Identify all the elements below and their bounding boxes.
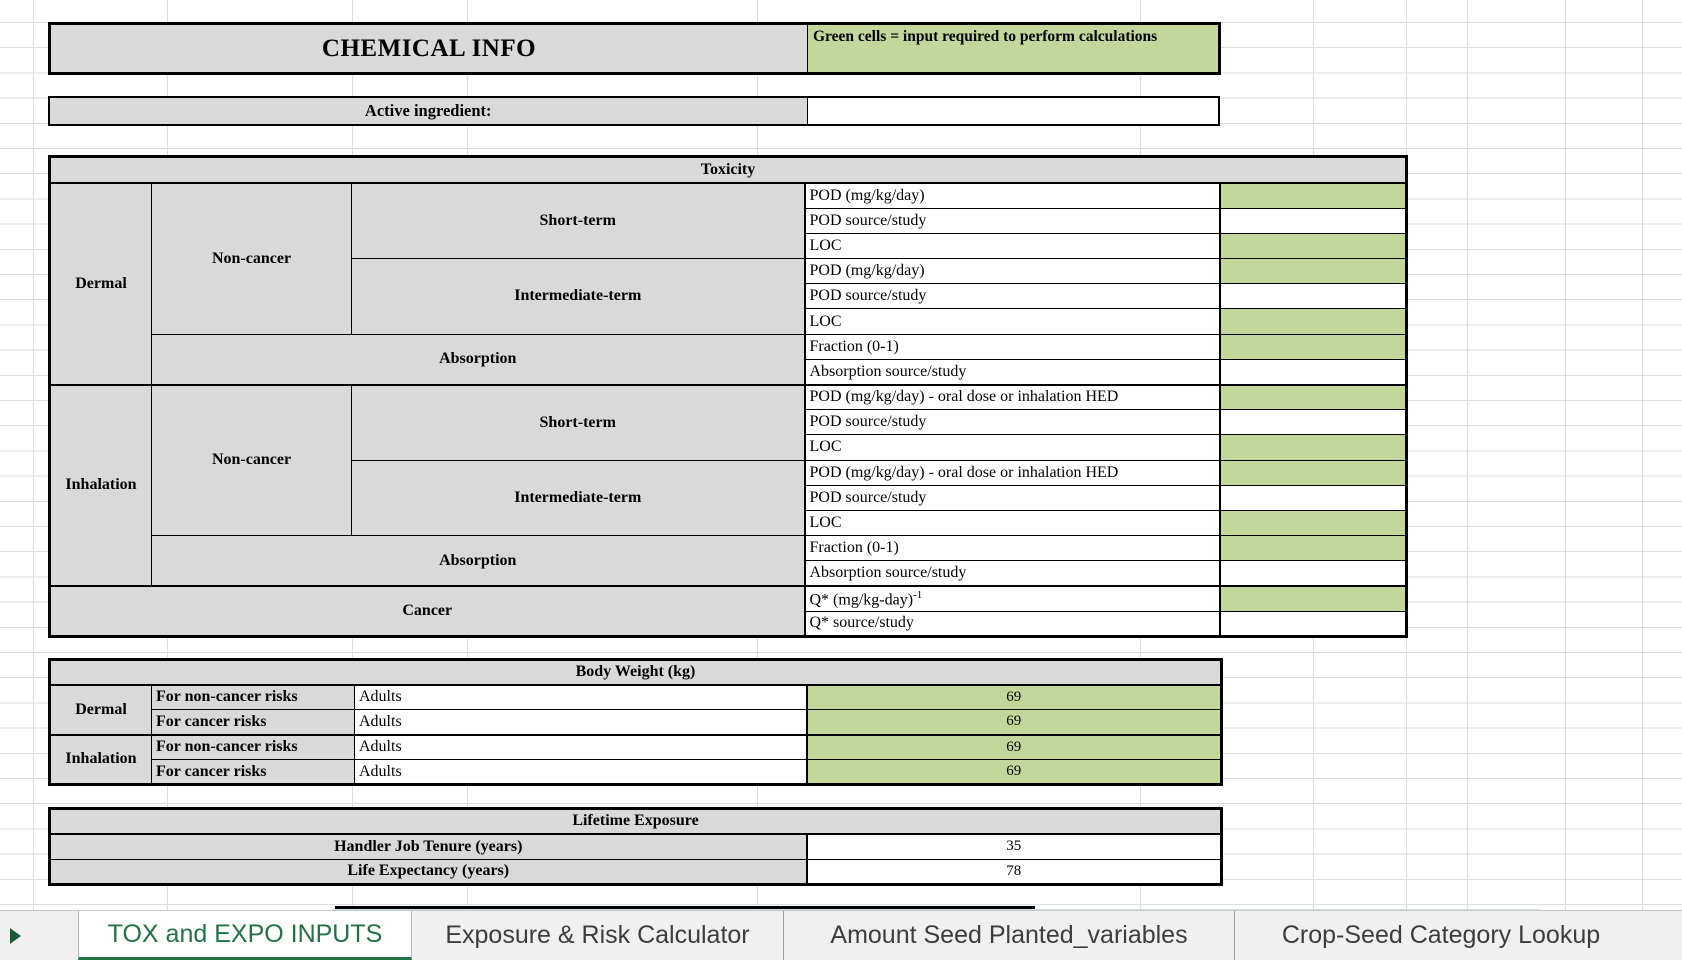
group-intermediate-term: Intermediate-term	[351, 459, 805, 537]
toxicity-table: Toxicity Dermal Non-cancer Short-term PO…	[48, 155, 1408, 638]
group-dermal: Dermal	[49, 182, 152, 385]
lifetime-input-cell[interactable]: 78	[805, 858, 1222, 885]
toxicity-row-label: LOC	[803, 434, 1220, 461]
toxicity-row-label: POD (mg/kg/day) - oral dose or inhalatio…	[803, 459, 1220, 486]
lifetime-row-label: Life Expectancy (years)	[49, 858, 807, 885]
group-absorption: Absorption	[151, 333, 805, 386]
tab-exposure-risk-calculator[interactable]: Exposure & Risk Calculator	[445, 921, 750, 949]
population-cell: Adults	[354, 759, 807, 785]
risk-label: For cancer risks	[151, 709, 355, 735]
toxicity-row-label: LOC	[803, 509, 1220, 537]
superscript: -1	[913, 588, 923, 601]
lifetime-exposure-title: Lifetime Exposure	[49, 807, 1222, 835]
lifetime-row-label: Handler Job Tenure (years)	[49, 832, 807, 860]
tab-crop-seed-category-lookup[interactable]: Crop-Seed Category Lookup	[1234, 911, 1647, 960]
toxicity-input-cell[interactable]	[1218, 181, 1407, 209]
toxicity-row-label: POD (mg/kg/day)	[803, 181, 1220, 209]
body-weight-input-cell[interactable]: 69	[805, 759, 1222, 785]
toxicity-input-cell[interactable]	[1218, 535, 1407, 562]
toxicity-input-cell[interactable]	[1218, 434, 1407, 461]
group-inhalation: Inhalation	[49, 383, 152, 587]
toxicity-input-cell[interactable]	[1218, 283, 1407, 310]
toxicity-row-label: POD source/study	[803, 283, 1220, 310]
chemical-info-table: CHEMICAL INFO Green cells = input requir…	[48, 22, 1221, 75]
sheet-tab-bar: TOX and EXPO INPUTS Exposure & Risk Calc…	[0, 910, 1682, 960]
toxicity-row-label: Fraction (0-1)	[803, 333, 1220, 360]
group-short-term: Short-term	[351, 383, 805, 461]
active-ingredient-input[interactable]	[806, 96, 1220, 126]
body-weight-input-cell[interactable]: 69	[805, 683, 1222, 710]
toxicity-input-cell[interactable]	[1218, 308, 1407, 335]
toxicity-input-cell[interactable]	[1218, 509, 1407, 537]
toxicity-row-label: Absorption source/study	[803, 560, 1220, 587]
toxicity-row-label: POD (mg/kg/day) - oral dose or inhalatio…	[803, 383, 1220, 411]
toxicity-row-label: POD source/study	[803, 409, 1220, 436]
toxicity-row-label: Fraction (0-1)	[803, 535, 1220, 562]
toxicity-input-cell[interactable]	[1218, 207, 1407, 234]
toxicity-input-cell[interactable]	[1218, 484, 1407, 511]
lifetime-input-cell[interactable]: 35	[805, 832, 1222, 860]
body-weight-input-cell[interactable]: 69	[805, 709, 1222, 735]
toxicity-input-cell[interactable]	[1218, 409, 1407, 436]
toxicity-input-cell[interactable]	[1218, 584, 1407, 612]
group-intermediate-term: Intermediate-term	[351, 258, 805, 335]
partial-table-top-border	[335, 906, 1035, 909]
group-non-cancer: Non-cancer	[151, 383, 352, 537]
sheet-nav-area	[0, 911, 78, 960]
active-ingredient-label: Active ingredient:	[48, 96, 808, 126]
population-cell: Adults	[354, 709, 807, 735]
toxicity-row-label: Q* source/study	[803, 610, 1220, 637]
toxicity-row-label: POD source/study	[803, 484, 1220, 511]
toxicity-row-label: Absorption source/study	[803, 358, 1220, 386]
green-cells-note: Green cells = input required to perform …	[807, 23, 1220, 74]
toxicity-row-label: LOC	[803, 232, 1220, 260]
sheet-nav-next-icon[interactable]	[10, 927, 21, 944]
risk-label: For cancer risks	[151, 759, 355, 785]
tab-amount-seed-planted-variables[interactable]: Amount Seed Planted_variables	[783, 911, 1234, 960]
body-weight-title: Body Weight (kg)	[49, 659, 1222, 685]
risk-label: For non-cancer risks	[151, 683, 355, 710]
toxicity-input-cell[interactable]	[1218, 358, 1407, 386]
toxicity-input-cell[interactable]	[1218, 333, 1407, 360]
population-cell: Adults	[354, 683, 807, 710]
toxicity-row-label: LOC	[803, 308, 1220, 335]
toxicity-input-cell[interactable]	[1218, 610, 1407, 637]
toxicity-row-label: POD (mg/kg/day)	[803, 258, 1220, 285]
toxicity-row-label: Q* (mg/kg-day)-1	[803, 584, 1220, 612]
toxicity-input-cell[interactable]	[1218, 560, 1407, 587]
lifetime-exposure-table: Lifetime Exposure Handler Job Tenure (ye…	[48, 807, 1223, 886]
population-cell: Adults	[354, 733, 807, 760]
toxicity-input-cell[interactable]	[1218, 232, 1407, 260]
toxicity-input-cell[interactable]	[1218, 383, 1407, 411]
risk-label: For non-cancer risks	[151, 733, 355, 760]
toxicity-title: Toxicity	[49, 156, 1407, 184]
body-weight-table: Body Weight (kg) Dermal For non-cancer r…	[48, 658, 1223, 786]
page-title: CHEMICAL INFO	[49, 23, 808, 74]
route-dermal: Dermal	[49, 683, 152, 735]
toxicity-input-cell[interactable]	[1218, 459, 1407, 486]
body-weight-input-cell[interactable]: 69	[805, 733, 1222, 760]
active-ingredient-table: Active ingredient:	[48, 96, 1220, 126]
group-non-cancer: Non-cancer	[151, 181, 352, 335]
tab-tox-and-expo-inputs[interactable]: TOX and EXPO INPUTS	[78, 911, 412, 960]
group-absorption: Absorption	[151, 535, 805, 587]
route-inhalation: Inhalation	[49, 733, 152, 785]
group-cancer: Cancer	[49, 584, 805, 637]
toxicity-input-cell[interactable]	[1218, 258, 1407, 285]
group-short-term: Short-term	[351, 182, 805, 260]
toxicity-row-label: POD source/study	[803, 207, 1220, 234]
